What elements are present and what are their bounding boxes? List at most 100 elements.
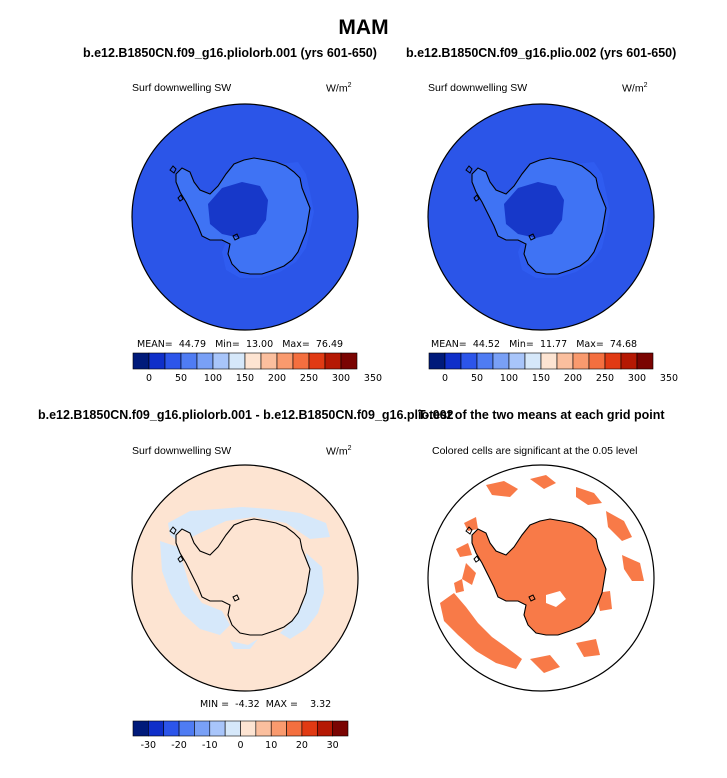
negative-region bbox=[160, 541, 230, 635]
colorbar-cell bbox=[194, 720, 211, 737]
colorbar-cell bbox=[224, 720, 241, 737]
panel-2-mean-label: MEAN= bbox=[431, 339, 467, 350]
colorbar-tick-label: -20 bbox=[171, 740, 187, 751]
island-coastline bbox=[528, 233, 536, 241]
panel-1-min: 13.00 bbox=[245, 339, 274, 350]
colorbar-cell bbox=[260, 352, 278, 370]
not-significant-patch bbox=[546, 591, 566, 607]
island-coastline bbox=[169, 526, 177, 535]
colorbar-cell bbox=[164, 352, 182, 370]
coastline bbox=[471, 157, 607, 275]
colorbar-tick-label: 20 bbox=[295, 740, 308, 751]
panel-1-mean: 44.79 bbox=[178, 339, 207, 350]
significant-region bbox=[464, 517, 478, 531]
colorbar-cell bbox=[270, 720, 287, 737]
significant-region bbox=[576, 487, 602, 505]
colorbar-cell bbox=[212, 352, 230, 370]
negative-region bbox=[230, 639, 258, 649]
colorbar-tick-label: 350 bbox=[363, 373, 383, 384]
colorbar-tick-label: 200 bbox=[563, 373, 583, 384]
colorbar-cell bbox=[301, 720, 318, 737]
panel-4-map bbox=[427, 464, 655, 692]
panel-3-subtitle: Surf downwelling SW bbox=[132, 445, 232, 457]
island-coastline bbox=[465, 526, 473, 535]
island-coastline bbox=[177, 194, 184, 202]
colorbar-cell bbox=[508, 352, 526, 370]
significant-region bbox=[440, 593, 522, 669]
colorbar-tick-label: 10 bbox=[265, 740, 278, 751]
panel-3-stats: MIN = -4.32 MAX = 3.32 bbox=[200, 699, 331, 710]
colorbar-cell bbox=[324, 352, 342, 370]
significant-region bbox=[530, 475, 556, 489]
colorbar-cell bbox=[308, 352, 326, 370]
colorbar-tick-label: 300 bbox=[627, 373, 647, 384]
colorbar-tick-label: 250 bbox=[595, 373, 615, 384]
colorbar-cell bbox=[588, 352, 606, 370]
map-border bbox=[427, 103, 655, 331]
panel-3-units: W/m2 bbox=[326, 445, 352, 458]
colorbar-cell bbox=[148, 352, 166, 370]
colorbar-cell bbox=[180, 352, 198, 370]
colorbar-tick-label: 250 bbox=[299, 373, 319, 384]
panel-2-units: W/m2 bbox=[622, 82, 648, 95]
map-border bbox=[427, 464, 655, 692]
colorbar-cell bbox=[332, 720, 349, 737]
colorbar-cell bbox=[460, 352, 478, 370]
island-coastline bbox=[177, 555, 184, 563]
island-coastline bbox=[232, 233, 240, 241]
colorbar-tick-label: 0 bbox=[237, 740, 244, 751]
colorbar-tick-label: 50 bbox=[470, 373, 484, 384]
significant-land-region bbox=[472, 519, 606, 635]
colorbar-cell bbox=[556, 352, 574, 370]
colorbar-cell bbox=[316, 720, 333, 737]
colorbar-tick-label: 200 bbox=[267, 373, 287, 384]
colorbar-tick-label: 300 bbox=[331, 373, 351, 384]
colorbar-cell bbox=[255, 720, 272, 737]
colorbar-tick-label: -10 bbox=[202, 740, 218, 751]
panel-4-title: T-test of the two means at each grid poi… bbox=[418, 408, 665, 422]
panel-1-subtitle: Surf downwelling SW bbox=[132, 82, 232, 94]
colorbar-cell bbox=[286, 720, 303, 737]
colorbar-tick-label: -30 bbox=[140, 740, 157, 751]
coastline bbox=[175, 518, 311, 636]
panel-1-max-label: Max= bbox=[282, 339, 310, 350]
coastline bbox=[471, 518, 607, 636]
panel-1-units: W/m2 bbox=[326, 82, 352, 95]
island-coastline bbox=[465, 165, 473, 174]
panel-3-title: b.e12.B1850CN.f09_g16.pliolorb.001 - b.e… bbox=[38, 408, 454, 422]
panel-2-stats: MEAN= 44.52 Min= 11.77 Max= 74.68 bbox=[431, 339, 637, 350]
colorbar-cell bbox=[572, 352, 590, 370]
island-coastline bbox=[528, 594, 536, 602]
panel-2-map bbox=[427, 103, 655, 331]
land-inner-field bbox=[208, 182, 268, 238]
colorbar-tick-label: 50 bbox=[174, 373, 188, 384]
colorbar-tick-label: 350 bbox=[659, 373, 679, 384]
colorbar-tick-label: 100 bbox=[499, 373, 519, 384]
island-coastline bbox=[473, 194, 480, 202]
colorbar-tick-label: 30 bbox=[326, 740, 339, 751]
significant-region bbox=[454, 579, 464, 593]
panel-3-map bbox=[131, 464, 359, 692]
colorbar-cell bbox=[428, 352, 446, 370]
island-coastline bbox=[232, 594, 240, 602]
panel-2-subtitle: Surf downwelling SW bbox=[428, 82, 528, 94]
colorbar-cell bbox=[196, 352, 214, 370]
coastline bbox=[175, 157, 311, 275]
colorbar-cell bbox=[524, 352, 542, 370]
colorbar-cell bbox=[276, 352, 294, 370]
colorbar-cell bbox=[292, 352, 310, 370]
colorbar-cell bbox=[163, 720, 180, 737]
panel-3-colorbar bbox=[132, 720, 349, 737]
panel-2-max-label: Max= bbox=[576, 339, 604, 350]
significant-region bbox=[456, 543, 472, 557]
colorbar-cell bbox=[492, 352, 510, 370]
colorbar-tick-label: 150 bbox=[531, 373, 551, 384]
panel-1-map bbox=[131, 103, 359, 331]
map-border bbox=[131, 464, 359, 692]
island-coastline bbox=[169, 165, 177, 174]
land-inner-field bbox=[504, 182, 564, 238]
panel-1-colorbar bbox=[132, 352, 358, 370]
significant-region bbox=[606, 511, 632, 541]
panel-3-min: -4.32 bbox=[235, 699, 260, 710]
significant-region bbox=[530, 655, 560, 673]
